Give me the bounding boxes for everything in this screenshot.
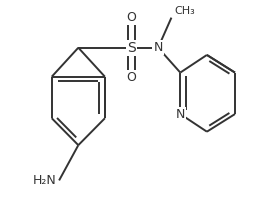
- Text: O: O: [127, 11, 136, 24]
- Text: N: N: [153, 41, 163, 54]
- Text: O: O: [127, 71, 136, 84]
- Text: H₂N: H₂N: [32, 174, 56, 187]
- Text: CH₃: CH₃: [174, 6, 195, 16]
- Text: N: N: [176, 108, 185, 121]
- Text: S: S: [127, 41, 136, 55]
